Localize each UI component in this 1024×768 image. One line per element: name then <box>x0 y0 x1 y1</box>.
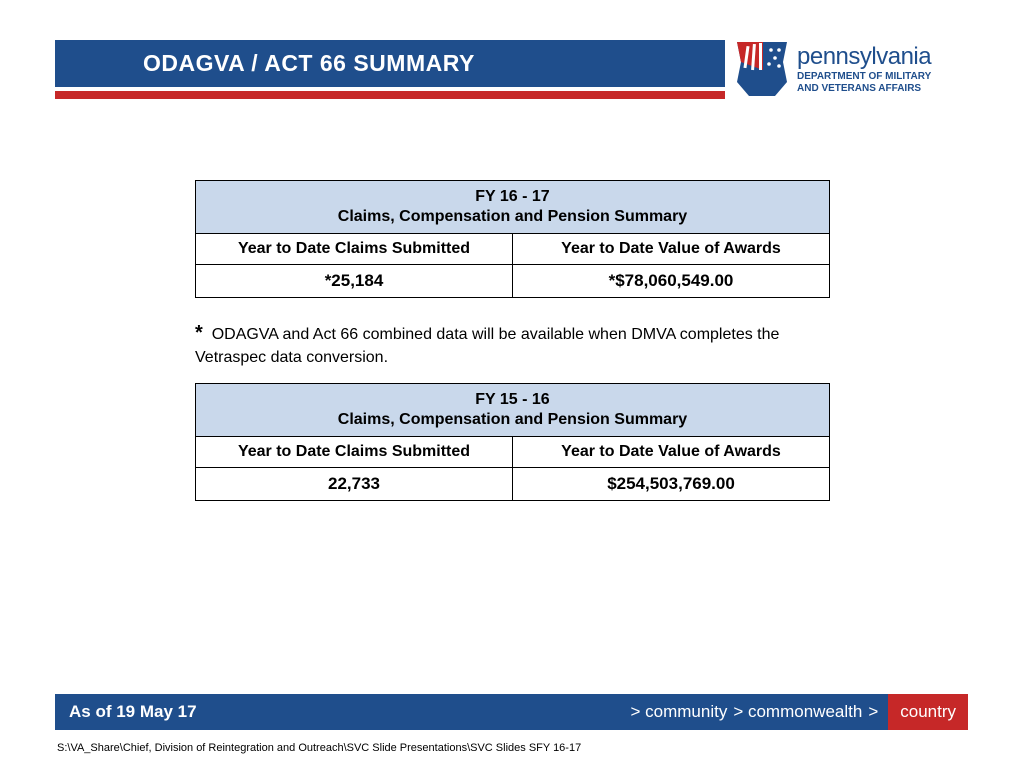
header-band: ODAGVA / ACT 66 SUMMARY <box>55 40 725 99</box>
content-area: FY 16 - 17 Claims, Compensation and Pens… <box>195 180 830 501</box>
footer-breadcrumb-mid: > community > commonwealth > <box>211 694 889 730</box>
footer-asof: As of 19 May 17 <box>55 694 211 730</box>
fy1516-col1-head: Year to Date Claims Submitted <box>196 436 513 467</box>
fy1617-col1-head: Year to Date Claims Submitted <box>196 234 513 265</box>
logo-sub2: AND VETERANS AFFAIRS <box>797 83 931 95</box>
fy1617-val2: *$78,060,549.00 <box>513 265 830 298</box>
fy1617-col2-head: Year to Date Value of Awards <box>513 234 830 265</box>
footer-bc3: country <box>888 694 968 730</box>
footer-bc3-prefix: > <box>868 702 878 722</box>
logo-text: pennsylvania DEPARTMENT OF MILITARY AND … <box>797 43 931 95</box>
fy1516-table: FY 15 - 16 Claims, Compensation and Pens… <box>195 383 830 501</box>
fy1617-title-line2: Claims, Compensation and Pension Summary <box>338 208 687 225</box>
fy1617-val1: *25,184 <box>196 265 513 298</box>
footer-bc2: > commonwealth <box>733 702 862 722</box>
footer-bc1: > community <box>630 702 727 722</box>
footer-band: As of 19 May 17 > community > commonweal… <box>55 694 968 730</box>
fy1617-table: FY 16 - 17 Claims, Compensation and Pens… <box>195 180 830 298</box>
keystone-icon <box>735 40 789 98</box>
header-red-stripe <box>55 91 725 99</box>
fy1516-val1: 22,733 <box>196 467 513 500</box>
filepath: S:\VA_Share\Chief, Division of Reintegra… <box>57 742 581 754</box>
fy1516-title: FY 15 - 16 Claims, Compensation and Pens… <box>196 383 830 436</box>
fy1516-val2: $254,503,769.00 <box>513 467 830 500</box>
footnote-asterisk: * <box>195 322 203 344</box>
fy1617-title-line1: FY 16 - 17 <box>475 188 549 205</box>
fy1617-title: FY 16 - 17 Claims, Compensation and Pens… <box>196 181 830 234</box>
footnote: * ODAGVA and Act 66 combined data will b… <box>195 320 830 369</box>
fy1516-col2-head: Year to Date Value of Awards <box>513 436 830 467</box>
fy1516-title-line2: Claims, Compensation and Pension Summary <box>338 411 687 428</box>
page-title: ODAGVA / ACT 66 SUMMARY <box>55 40 725 87</box>
logo-sub1: DEPARTMENT OF MILITARY <box>797 71 931 83</box>
logo-main: pennsylvania <box>797 43 931 71</box>
fy1516-title-line1: FY 15 - 16 <box>475 391 549 408</box>
footnote-text: ODAGVA and Act 66 combined data will be … <box>195 326 779 366</box>
logo: pennsylvania DEPARTMENT OF MILITARY AND … <box>735 40 975 98</box>
